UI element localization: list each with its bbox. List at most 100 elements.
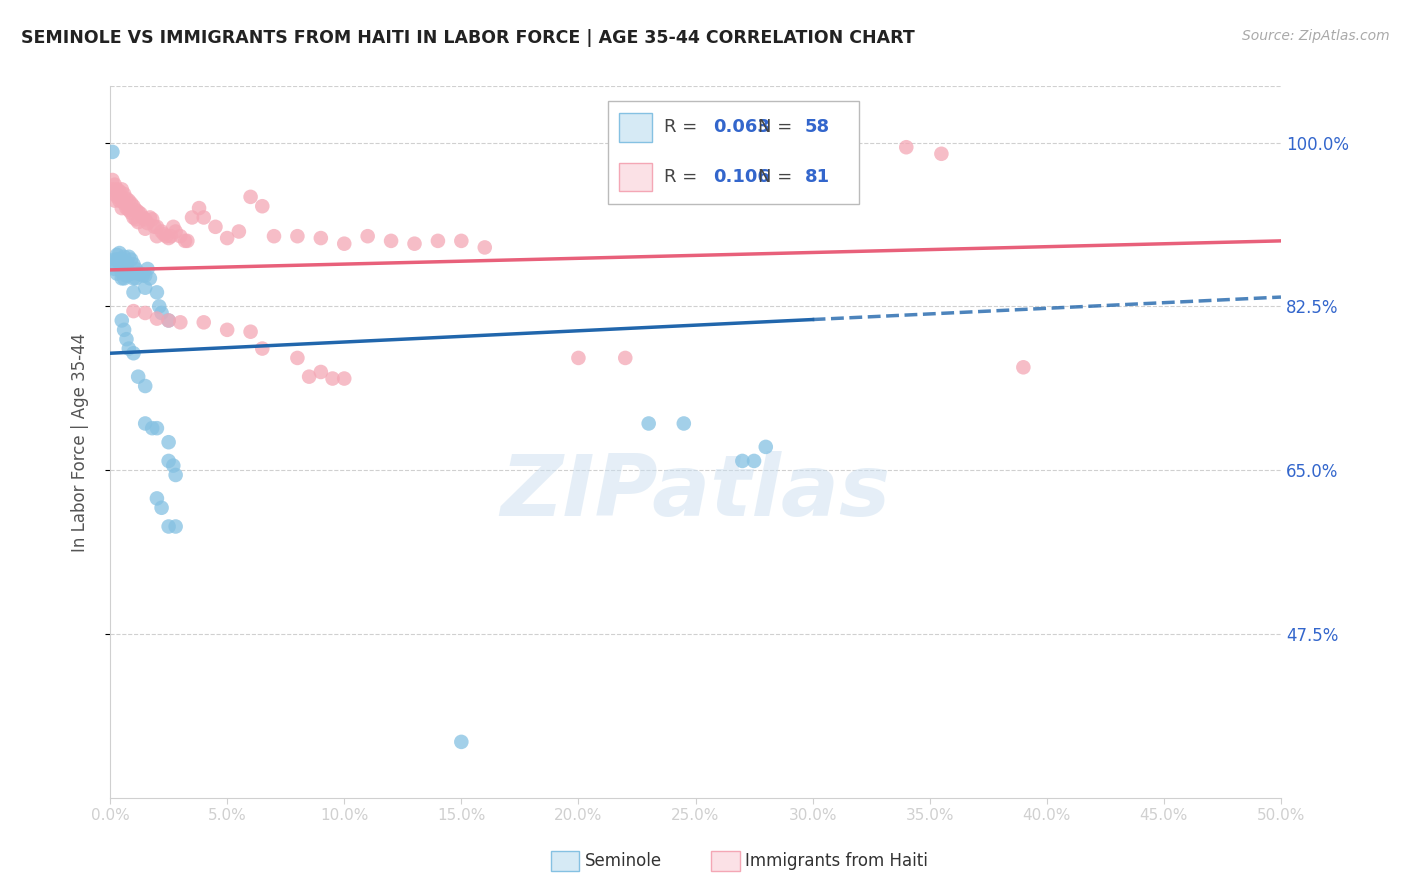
Point bbox=[101, 173, 124, 187]
Point bbox=[118, 202, 141, 217]
Point bbox=[146, 219, 169, 234]
Point bbox=[112, 250, 135, 264]
Text: ZIPatlas: ZIPatlas bbox=[501, 450, 890, 533]
Point bbox=[287, 351, 309, 365]
Point bbox=[112, 187, 135, 202]
Point bbox=[101, 182, 124, 196]
Point bbox=[139, 271, 162, 285]
Point bbox=[153, 227, 176, 242]
Point bbox=[404, 236, 426, 251]
Point bbox=[112, 323, 135, 337]
Point bbox=[108, 194, 131, 208]
Point bbox=[309, 231, 332, 245]
Point bbox=[474, 240, 496, 254]
Point bbox=[112, 262, 135, 277]
Point bbox=[111, 192, 134, 206]
Point bbox=[136, 262, 159, 277]
Point bbox=[105, 190, 128, 204]
Point bbox=[188, 201, 211, 215]
Point bbox=[165, 519, 187, 533]
Point bbox=[146, 229, 169, 244]
Point bbox=[157, 313, 180, 327]
Point bbox=[122, 257, 145, 271]
Point bbox=[157, 519, 180, 533]
Point bbox=[120, 252, 142, 267]
Point bbox=[120, 196, 142, 211]
Point bbox=[105, 267, 128, 281]
Point bbox=[1012, 360, 1035, 375]
Point bbox=[931, 146, 953, 161]
Point bbox=[322, 371, 344, 385]
Text: SEMINOLE VS IMMIGRANTS FROM HAITI IN LABOR FORCE | AGE 35-44 CORRELATION CHART: SEMINOLE VS IMMIGRANTS FROM HAITI IN LAB… bbox=[21, 29, 915, 46]
Point bbox=[134, 212, 156, 227]
Point bbox=[104, 257, 127, 271]
Point bbox=[108, 246, 131, 260]
Point bbox=[263, 229, 285, 244]
Point bbox=[127, 204, 149, 219]
Point bbox=[169, 315, 191, 329]
Point bbox=[174, 234, 197, 248]
Point bbox=[150, 225, 173, 239]
Point bbox=[614, 351, 637, 365]
Point bbox=[136, 216, 159, 230]
Point bbox=[127, 215, 149, 229]
Point bbox=[181, 211, 204, 225]
Point bbox=[567, 351, 589, 365]
Point bbox=[104, 252, 127, 267]
Text: Immigrants from Haiti: Immigrants from Haiti bbox=[745, 852, 928, 870]
Point bbox=[127, 267, 149, 281]
Point bbox=[111, 252, 134, 267]
Text: 81: 81 bbox=[804, 168, 830, 186]
Point bbox=[134, 306, 156, 320]
Point bbox=[731, 454, 754, 468]
Point bbox=[204, 219, 226, 234]
Point bbox=[125, 212, 148, 227]
Point bbox=[146, 285, 169, 300]
Text: 0.106: 0.106 bbox=[713, 168, 770, 186]
Point bbox=[120, 206, 142, 220]
Text: R =: R = bbox=[664, 119, 703, 136]
Point bbox=[157, 454, 180, 468]
Point bbox=[118, 194, 141, 208]
Point bbox=[298, 369, 321, 384]
Point bbox=[115, 201, 138, 215]
Point bbox=[125, 262, 148, 277]
Point bbox=[129, 207, 152, 221]
Point bbox=[141, 212, 163, 227]
Bar bbox=[620, 113, 652, 142]
Point bbox=[162, 219, 184, 234]
Point bbox=[755, 440, 778, 454]
Point bbox=[122, 199, 145, 213]
Point bbox=[165, 467, 187, 482]
Point bbox=[228, 225, 250, 239]
Point bbox=[148, 300, 170, 314]
Point bbox=[193, 211, 215, 225]
Point bbox=[150, 306, 173, 320]
Point bbox=[111, 201, 134, 215]
Point bbox=[637, 417, 659, 431]
Point bbox=[122, 285, 145, 300]
Point bbox=[125, 271, 148, 285]
FancyBboxPatch shape bbox=[607, 101, 859, 203]
Point bbox=[157, 231, 180, 245]
Point bbox=[169, 229, 191, 244]
Point bbox=[115, 268, 138, 283]
Point bbox=[104, 187, 127, 202]
Point bbox=[134, 268, 156, 283]
Text: Seminole: Seminole bbox=[585, 852, 662, 870]
Point bbox=[217, 231, 239, 245]
Point bbox=[239, 190, 262, 204]
Text: N =: N = bbox=[758, 168, 797, 186]
Point bbox=[141, 421, 163, 435]
Point bbox=[157, 435, 180, 450]
Point bbox=[742, 454, 765, 468]
Point bbox=[356, 229, 378, 244]
Point bbox=[450, 735, 472, 749]
Point bbox=[309, 365, 332, 379]
Point bbox=[162, 458, 184, 473]
Point bbox=[120, 267, 142, 281]
Point bbox=[176, 234, 198, 248]
Point bbox=[118, 250, 141, 264]
Point bbox=[146, 311, 169, 326]
Bar bbox=[620, 162, 652, 191]
